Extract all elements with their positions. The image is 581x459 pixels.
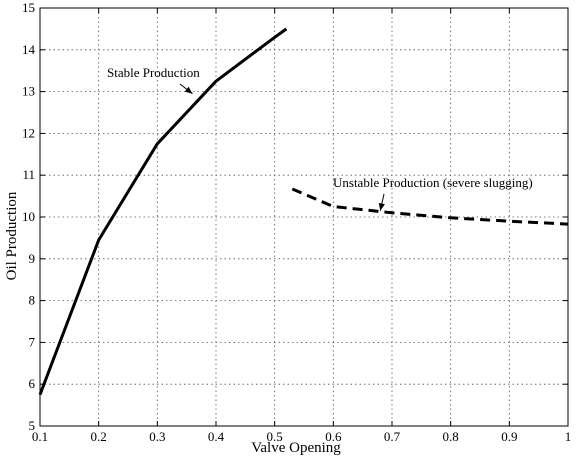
y-tick-label: 14 <box>22 42 36 57</box>
y-tick-label: 15 <box>22 0 35 15</box>
y-tick-label: 13 <box>22 84 35 99</box>
x-tick-label: 0.4 <box>208 429 225 444</box>
annotation-arrow-head <box>184 86 193 94</box>
y-tick-label: 5 <box>29 418 36 433</box>
plot-frame <box>39 7 569 427</box>
y-tick-label: 11 <box>22 167 35 182</box>
x-tick-label: 0.1 <box>32 429 48 444</box>
series-line-unstable <box>291 187 569 226</box>
y-tick-label: 12 <box>22 125 35 140</box>
x-tick-label: 0.7 <box>384 429 401 444</box>
series-line-stable <box>38 27 288 396</box>
y-tick-label: 7 <box>29 334 36 349</box>
x-tick-label: 0.8 <box>443 429 459 444</box>
x-ticks: 0.1 0.2 0.3 0.4 0.5 0.6 0.7 0.8 0.9 1 <box>32 8 571 444</box>
y-ticks: 5 6 7 8 9 10 11 12 13 14 15 <box>22 0 568 433</box>
y-tick-label: 9 <box>29 251 36 266</box>
y-tick-label: 8 <box>29 293 36 308</box>
x-tick-label: 0.2 <box>91 429 107 444</box>
x-tick-label: 0.3 <box>149 429 165 444</box>
annotations: Stable Production Unstable Production (se… <box>107 65 533 211</box>
y-axis-title: Oil Production <box>4 191 20 280</box>
series-group <box>38 27 569 396</box>
y-tick-label: 6 <box>29 376 36 391</box>
annotation-stable-production: Stable Production <box>107 65 200 80</box>
annotation-unstable-production: Unstable Production (severe slugging) <box>333 175 533 190</box>
x-tick-label: 0.6 <box>325 429 342 444</box>
x-tick-label: 1 <box>565 429 572 444</box>
x-tick-label: 0.5 <box>267 429 283 444</box>
x-tick-label: 0.9 <box>501 429 517 444</box>
y-tick-label: 10 <box>22 209 35 224</box>
annotation-arrow-head <box>378 202 385 211</box>
x-axis-title: Valve Opening <box>251 440 341 456</box>
